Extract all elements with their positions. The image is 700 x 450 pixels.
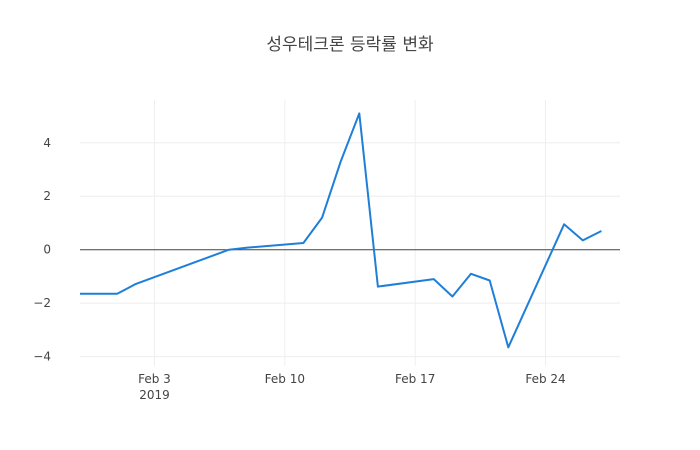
series-layer — [80, 112, 602, 349]
y-tick-label: −4 — [33, 350, 51, 364]
x-axis: Feb 3 2019 Feb 10 Feb 17 Feb 24 — [138, 372, 566, 402]
series-line — [80, 112, 602, 349]
x-tick-label: Feb 24 — [525, 372, 565, 386]
x-tick-sublabel: 2019 — [139, 388, 170, 402]
x-tick-label: Feb 17 — [395, 372, 435, 386]
x-tick-label: Feb 3 — [138, 372, 171, 386]
chart-title: 성우테크론 등락률 변화 — [266, 35, 434, 55]
y-tick-label: 2 — [43, 189, 51, 203]
x-tick-label: Feb 10 — [265, 372, 305, 386]
y-axis: −4 −2 0 2 4 — [33, 136, 51, 364]
grid — [80, 100, 620, 366]
y-tick-label: 0 — [43, 243, 51, 257]
y-tick-label: 4 — [43, 136, 51, 150]
y-tick-label: −2 — [33, 296, 51, 310]
